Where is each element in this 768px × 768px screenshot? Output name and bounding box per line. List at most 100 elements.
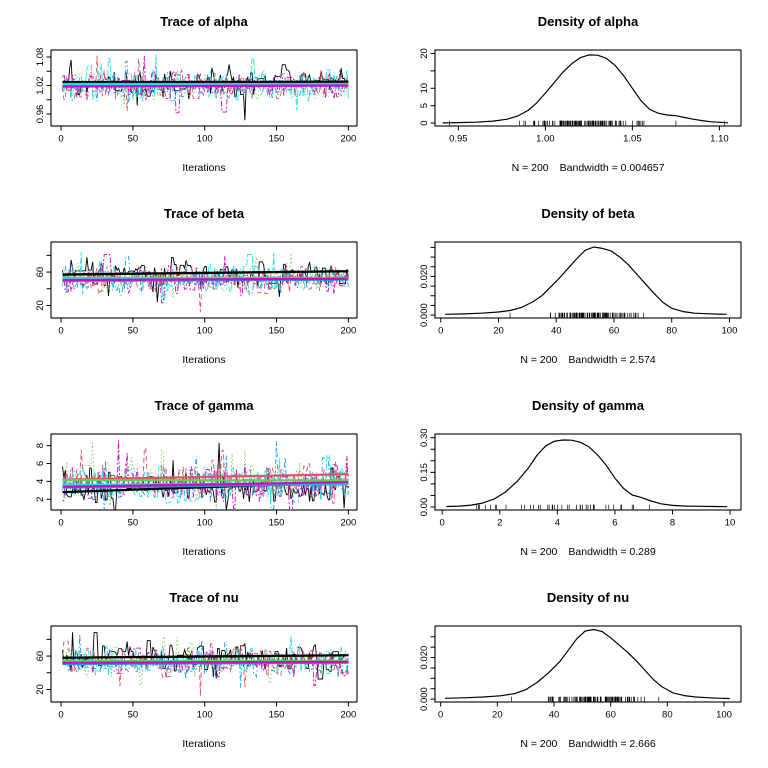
trace-gamma-panel: Trace of gamma 0 50 100 150 200 2 4 6 8 Iteratio… — [0, 384, 384, 576]
x-tick-label: 1.10 — [710, 134, 729, 145]
y-tick-label: 20 — [419, 48, 430, 59]
x-tick-label: 150 — [269, 134, 285, 145]
chart-title: Density of alpha — [537, 14, 639, 29]
x-tick-label: 40 — [551, 326, 562, 337]
sample-size-label: N = 200 — [520, 546, 558, 558]
smooth-mean-line-chain-2 — [62, 473, 349, 481]
y-tick-label: 0.020 — [419, 265, 430, 289]
x-tick-label: 60 — [605, 710, 616, 721]
x-tick-label: 0.95 — [449, 134, 468, 145]
y-tick-label: 0.96 — [35, 105, 46, 124]
y-tick-label: 60 — [35, 267, 46, 278]
x-tick-label: 100 — [722, 326, 738, 337]
smooth-mean-line-chain-6 — [62, 84, 349, 88]
chart-title: Density of beta — [541, 206, 635, 221]
trace-line-chain-1 — [62, 632, 349, 680]
density-gamma-plot: 0 2 4 6 8 10 0.00 0.15 0.30 — [419, 428, 742, 529]
x-tick-label: 20 — [492, 710, 503, 721]
chart-title: Density of nu — [546, 590, 630, 605]
rug-marks — [476, 504, 650, 510]
y-tick-label: 2 — [35, 497, 46, 502]
x-tick-label: 20 — [493, 326, 504, 337]
bandwidth-label: Bandwidth = 0.289 — [568, 546, 656, 558]
trace-line-chain-5 — [62, 251, 349, 301]
x-tick-label: 0 — [58, 518, 63, 529]
trace-beta-plot: 0 50 100 150 200 20 60 — [35, 241, 358, 337]
bandwidth-label: Bandwidth = 2.666 — [568, 738, 656, 750]
x-tick-label: 100 — [197, 710, 213, 721]
x-tick-label: 50 — [128, 326, 139, 337]
density-caption: N = 200 Bandwidth = 2.666 — [435, 738, 741, 750]
x-tick-label: 0 — [58, 134, 63, 145]
chart-title: Density of gamma — [532, 398, 644, 413]
x-axis-label: Iterations — [182, 546, 226, 558]
smooth-mean-line-chain-1 — [62, 270, 349, 276]
density-curve — [442, 54, 729, 124]
x-tick-label: 0 — [440, 518, 445, 529]
x-axis-label: Iterations — [182, 354, 226, 366]
bandwidth-label: Bandwidth = 0.004657 — [559, 162, 665, 174]
trace-nu-panel: Trace of nu 0 50 100 150 200 20 60 Iterations — [0, 576, 384, 768]
density-beta-plot: 0 20 40 60 80 100 0.000 0.020 — [419, 241, 742, 337]
x-tick-label: 50 — [128, 710, 139, 721]
chart-title: Trace of nu — [169, 590, 239, 605]
rug-marks — [511, 696, 660, 702]
y-tick-label: 0.020 — [419, 646, 430, 670]
y-tick-label: 0.00 — [419, 498, 430, 517]
x-tick-label: 100 — [197, 326, 213, 337]
rug-marks — [509, 312, 645, 318]
x-tick-label: 1.05 — [623, 134, 642, 145]
plot-border — [434, 625, 742, 703]
smooth-mean-line-chain-6 — [62, 277, 349, 282]
y-tick-label: 0.000 — [419, 687, 430, 711]
x-tick-label: 50 — [128, 518, 139, 529]
y-tick-label: 5 — [419, 103, 430, 108]
chart-title: Trace of beta — [163, 206, 245, 221]
x-tick-label: 2 — [497, 518, 502, 529]
x-tick-label: 100 — [197, 518, 213, 529]
y-tick-label: 0 — [419, 120, 430, 125]
trace-nu-plot: 0 50 100 150 200 20 60 — [35, 625, 358, 721]
trace-line-chain-2 — [62, 55, 349, 112]
density-caption: N = 200 Bandwidth = 0.289 — [435, 546, 741, 558]
x-tick-label: 6 — [612, 518, 617, 529]
x-tick-label: 50 — [128, 134, 139, 145]
x-tick-label: 150 — [269, 326, 285, 337]
density-curve — [445, 246, 727, 315]
y-tick-label: 8 — [35, 443, 46, 448]
x-tick-label: 150 — [269, 518, 285, 529]
chart-title: Trace of gamma — [154, 398, 254, 413]
chart-title: Trace of alpha — [160, 14, 248, 29]
y-tick-label: 20 — [35, 684, 46, 695]
y-tick-label: 4 — [35, 479, 46, 484]
x-tick-label: 100 — [716, 710, 732, 721]
trace-gamma-plot: 0 50 100 150 200 2 4 6 8 — [35, 433, 358, 529]
y-tick-label: 1.02 — [35, 76, 46, 95]
sample-size-label: N = 200 — [511, 162, 549, 174]
y-tick-label: 0.15 — [419, 463, 430, 482]
x-tick-label: 200 — [340, 710, 356, 721]
y-tick-label: 0.30 — [419, 428, 430, 447]
x-axis-label: Iterations — [182, 738, 226, 750]
density-alpha-panel: Density of alpha 0.95 1.00 1.05 1.10 0 5 10 20 … — [384, 0, 768, 192]
x-tick-label: 10 — [725, 518, 736, 529]
sample-size-label: N = 200 — [520, 354, 558, 366]
density-nu-panel: Density of nu 0 20 40 60 80 100 0.000 0.020 N =… — [384, 576, 768, 768]
y-tick-label: 10 — [419, 83, 430, 94]
rug-marks — [449, 120, 725, 126]
y-tick-label: 6 — [35, 461, 46, 466]
trace-beta-panel: Trace of beta 0 50 100 150 200 20 60 Iteration… — [0, 192, 384, 384]
x-tick-label: 80 — [662, 710, 673, 721]
density-nu-plot: 0 20 40 60 80 100 0.000 0.020 — [419, 625, 742, 721]
sample-size-label: N = 200 — [520, 738, 558, 750]
density-curve — [446, 439, 728, 508]
plot-border — [434, 49, 742, 127]
x-tick-label: 1.00 — [536, 134, 555, 145]
y-tick-label: 0.000 — [419, 303, 430, 327]
plot-border — [434, 433, 742, 511]
plot-border — [50, 625, 358, 703]
x-tick-label: 150 — [269, 710, 285, 721]
x-tick-label: 0 — [438, 710, 443, 721]
x-tick-label: 80 — [666, 326, 677, 337]
